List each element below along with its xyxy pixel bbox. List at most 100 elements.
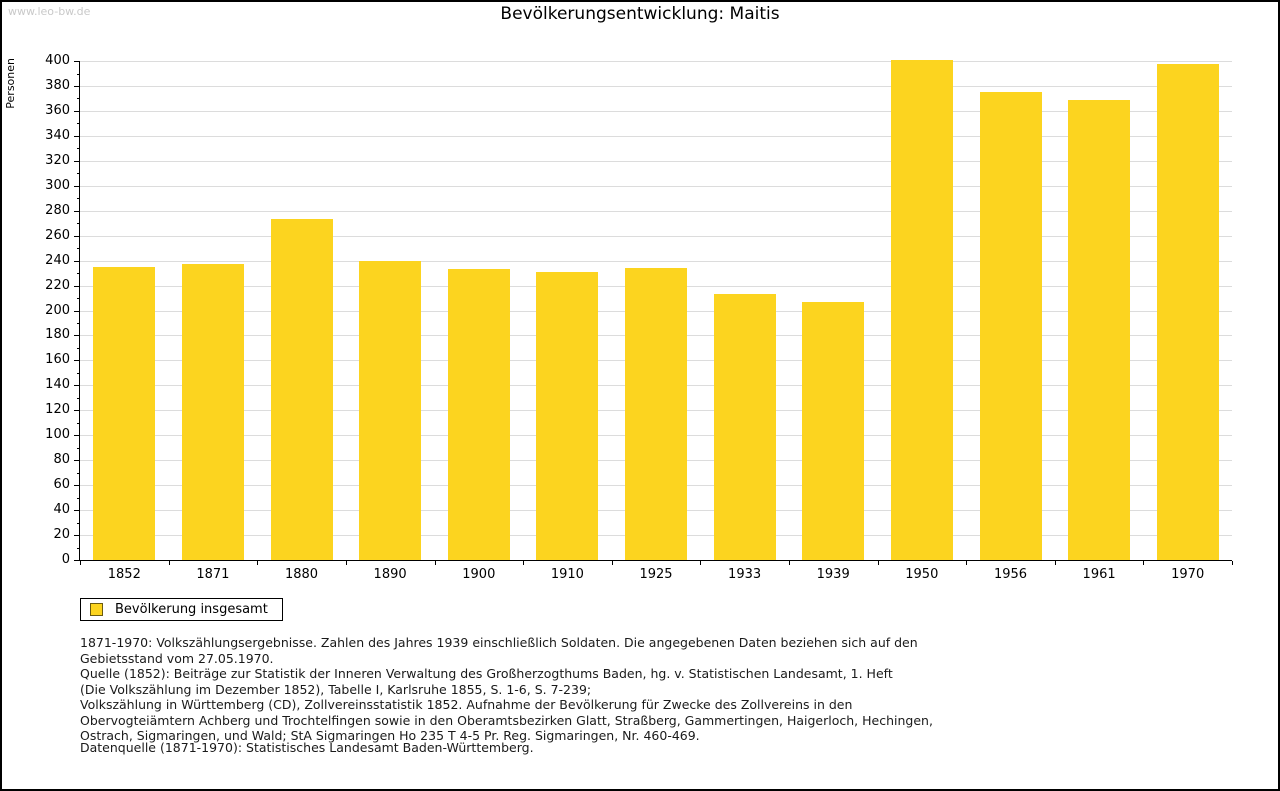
bar-1900 [447, 269, 510, 560]
y-major-tick-280 [74, 210, 80, 212]
x-boundary-tick-1 [168, 561, 170, 565]
y-minor-tick-350 [77, 123, 80, 125]
y-minor-tick-70 [77, 472, 80, 474]
y-minor-tick-130 [77, 397, 80, 399]
y-tick-label-400: 400 [45, 53, 70, 68]
y-tick-label-220: 220 [45, 277, 70, 293]
y-major-tick-200 [74, 310, 80, 312]
gridline-y-360 [80, 110, 1232, 112]
gridline-y-280 [80, 210, 1232, 212]
y-minor-tick-370 [77, 98, 80, 100]
y-major-tick-260 [74, 235, 80, 237]
x-axis-line [79, 560, 1232, 561]
bar-1871 [181, 264, 244, 560]
y-minor-tick-390 [77, 73, 80, 75]
y-major-tick-360 [74, 110, 80, 112]
y-axis-line [79, 61, 80, 561]
y-minor-tick-190 [77, 323, 80, 324]
y-tick-label-140: 140 [45, 377, 70, 393]
y-minor-tick-50 [77, 497, 80, 499]
y-tick-label-200: 200 [45, 302, 70, 318]
x-tick-label-1933: 1933 [728, 567, 762, 582]
y-major-tick-300 [74, 185, 80, 187]
gridline-y-240 [80, 260, 1232, 262]
x-tick-label-1925: 1925 [639, 567, 673, 582]
chart-title: Bevölkerungsentwicklung: Maitis [500, 4, 780, 24]
y-minor-tick-30 [77, 522, 80, 524]
x-boundary-tick-5 [523, 561, 525, 565]
y-major-tick-140 [74, 385, 80, 387]
y-major-tick-0 [74, 560, 80, 561]
x-tick-label-1852: 1852 [107, 567, 141, 582]
x-tick-label-1900: 1900 [462, 567, 496, 582]
footnote-line-2: Gebietsstand vom 27.05.1970. [80, 650, 274, 666]
y-minor-tick-170 [77, 347, 80, 349]
x-boundary-tick-8 [788, 561, 790, 565]
x-tick-label-1961: 1961 [1082, 567, 1116, 582]
footnote-line-1: 1871-1970: Volkszählungsergebnisse. Zahl… [80, 635, 918, 650]
y-minor-tick-90 [77, 447, 80, 449]
y-major-tick-320 [74, 160, 80, 162]
x-boundary-tick-6 [611, 561, 613, 565]
x-boundary-tick-3 [345, 561, 347, 565]
y-minor-tick-310 [77, 173, 80, 175]
y-tick-label-360: 360 [45, 102, 70, 118]
bar-1852 [93, 266, 156, 560]
y-tick-label-300: 300 [45, 177, 70, 193]
gridline-y-340 [80, 135, 1232, 137]
y-major-tick-80 [74, 460, 80, 462]
gridline-y-300 [80, 185, 1232, 187]
bar-1961 [1068, 99, 1131, 560]
x-boundary-tick-13 [1232, 561, 1233, 565]
y-minor-tick-250 [77, 248, 80, 250]
bar-1950 [890, 59, 953, 560]
y-tick-label-340: 340 [45, 127, 70, 143]
bar-1890 [359, 260, 422, 560]
y-tick-label-40: 40 [53, 502, 70, 518]
y-tick-label-240: 240 [45, 252, 70, 268]
footnote-line-3: Quelle (1852): Beiträge zur Statistik de… [80, 666, 893, 681]
bar-1880 [270, 219, 333, 560]
y-major-tick-120 [74, 410, 80, 412]
y-minor-tick-150 [77, 372, 80, 374]
x-boundary-tick-2 [257, 561, 259, 565]
footnote-line-7: Ostrach, Sigmaringen, und Wald; StA Sigm… [80, 728, 700, 743]
x-boundary-tick-10 [966, 561, 968, 565]
x-boundary-tick-0 [80, 561, 81, 565]
y-major-tick-220 [74, 285, 80, 287]
y-minor-tick-10 [77, 547, 80, 549]
y-major-tick-380 [74, 85, 80, 87]
y-tick-label-0: 0 [61, 552, 70, 567]
footnotes-block: 1871-1970: Volkszählungsergebnisse. Zahl… [80, 635, 933, 744]
footnote-line-5: Volkszählung in Württemberg (CD), Zollve… [80, 697, 853, 712]
x-tick-label-1890: 1890 [373, 567, 407, 582]
y-minor-tick-230 [77, 273, 80, 275]
x-tick-label-1871: 1871 [196, 567, 230, 582]
y-major-tick-160 [74, 360, 80, 362]
y-major-tick-180 [74, 335, 80, 337]
bar-1939 [802, 301, 865, 560]
bar-1910 [536, 271, 599, 560]
x-boundary-tick-4 [434, 561, 436, 565]
x-tick-label-1880: 1880 [284, 567, 319, 582]
y-tick-label-60: 60 [53, 477, 70, 493]
y-tick-label-260: 260 [45, 227, 70, 243]
y-tick-label-80: 80 [53, 452, 70, 468]
footnote-line-4: (Die Volkszählung im Dezember 1852), Tab… [80, 681, 592, 697]
x-boundary-tick-12 [1143, 561, 1145, 565]
bar-1933 [713, 294, 776, 560]
y-major-tick-20 [74, 535, 80, 536]
y-minor-tick-330 [77, 148, 80, 150]
bar-1970 [1156, 63, 1219, 560]
x-boundary-tick-7 [700, 561, 702, 565]
y-major-tick-100 [74, 435, 80, 437]
x-boundary-tick-9 [877, 561, 879, 565]
x-tick-label-1970: 1970 [1171, 567, 1205, 582]
y-tick-label-20: 20 [53, 527, 70, 542]
y-minor-tick-290 [77, 198, 80, 200]
y-minor-tick-270 [77, 223, 80, 225]
x-tick-label-1956: 1956 [993, 567, 1028, 582]
gridline-y-400 [80, 61, 1232, 62]
